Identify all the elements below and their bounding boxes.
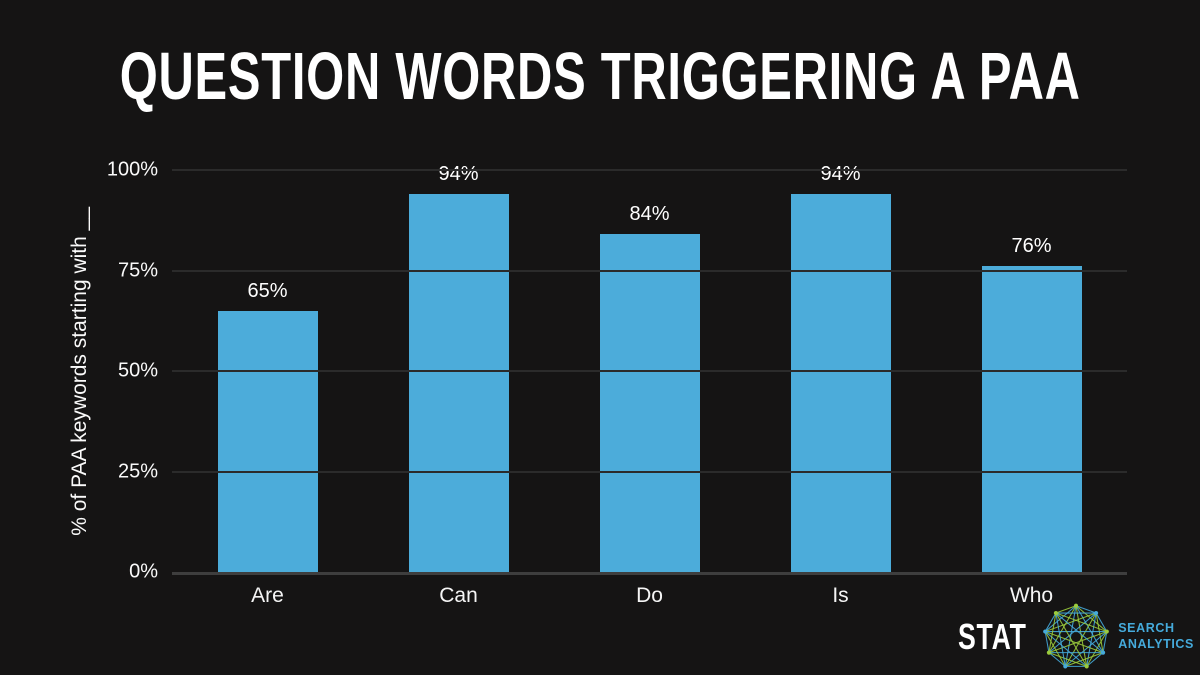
logo-tagline-line2: ANALYTICS [1118, 637, 1194, 651]
network-polyhedron-icon [1043, 603, 1110, 669]
x-axis-label-do: Do [636, 584, 663, 607]
y-tick-label-50: 50% [117, 359, 158, 382]
bar-is [790, 194, 891, 572]
y-tick-label-25: 25% [117, 460, 158, 482]
bar-can [408, 194, 509, 572]
page-title: QUESTION WORDS TRIGGERING A PAA [0, 38, 1200, 115]
x-axis-label-who: Who [1009, 584, 1054, 607]
logo-tagline-line1: SEARCH [1118, 621, 1175, 636]
bar-slot-are: 65% [172, 170, 363, 572]
x-axis-label-is: Is [832, 584, 849, 607]
gridline-25 [172, 470, 1127, 473]
gridline-75 [172, 269, 1127, 272]
y-tick-label-100: 100% [106, 158, 158, 181]
bar-do [599, 234, 700, 572]
x-axis-label-can: Can [439, 584, 478, 607]
bars: 65% 94% 84% 94% 76% [172, 163, 1127, 572]
gridline-50 [172, 370, 1127, 372]
y-tick-label-75: 75% [117, 259, 158, 281]
x-axis-label-are: Are [251, 584, 284, 607]
bar-slot-do: 84% [554, 170, 745, 572]
gridline-100 [172, 169, 1127, 171]
bar-slot-who: 76% [936, 170, 1127, 572]
bar-value-label-who: 76% [1011, 235, 1052, 258]
bar-value-label-are: 65% [247, 279, 288, 302]
stat-logo: STAT SEARCH ANALYTICS [946, 601, 1194, 673]
plot-area: 65% 94% 84% 94% 76% [172, 163, 1127, 575]
logo-tagline: SEARCH ANALYTICS [1118, 621, 1194, 652]
x-axis-labels: Are Can Do Is Who [172, 584, 1127, 608]
bar-value-label-can: 94% [438, 163, 479, 186]
page-title-text: QUESTION WORDS TRIGGERING A PAA [119, 39, 1081, 114]
bar-value-label-do: 84% [629, 203, 670, 226]
bar-value-label-is: 94% [820, 163, 861, 186]
bar-slot-is: 94% [745, 163, 936, 572]
stat-wordmark: STAT [957, 616, 1027, 657]
y-axis-ticks: 0% 25% 50% 75% 100% [0, 159, 158, 583]
y-tick-label-0: 0% [129, 560, 158, 583]
bar-slot-can: 94% [363, 163, 554, 572]
bar-who [981, 266, 1082, 572]
bar-are [217, 310, 318, 572]
